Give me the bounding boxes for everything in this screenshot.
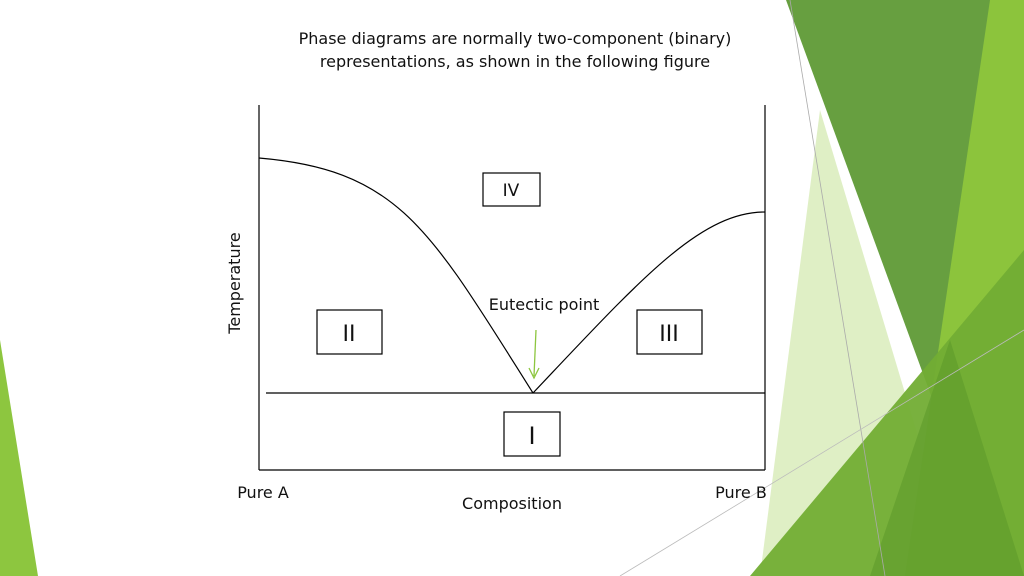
title: Phase diagrams are normally two-componen… <box>299 29 732 48</box>
decor <box>0 340 38 576</box>
x-axis-label: Composition <box>462 494 562 513</box>
region-label: III <box>659 322 678 347</box>
right-end-label: Pure B <box>715 483 767 502</box>
arrow-head <box>528 367 540 380</box>
region-box <box>482 172 541 207</box>
left-end-label: Pure A <box>237 483 289 502</box>
decor-line <box>789 0 886 576</box>
region-box <box>503 411 561 457</box>
decor-line <box>619 329 1024 576</box>
region-box <box>636 309 703 355</box>
region-label: II <box>343 322 356 347</box>
region-label: I <box>528 422 535 450</box>
decor <box>870 340 1024 576</box>
diagram-lines <box>258 105 766 471</box>
region-box <box>316 309 383 355</box>
region-label: IV <box>503 181 520 201</box>
y-axis-label: Temperature <box>225 232 244 334</box>
title: representations, as shown in the followi… <box>320 52 710 71</box>
annotation: Eutectic point <box>489 295 600 314</box>
arrow <box>533 329 537 377</box>
